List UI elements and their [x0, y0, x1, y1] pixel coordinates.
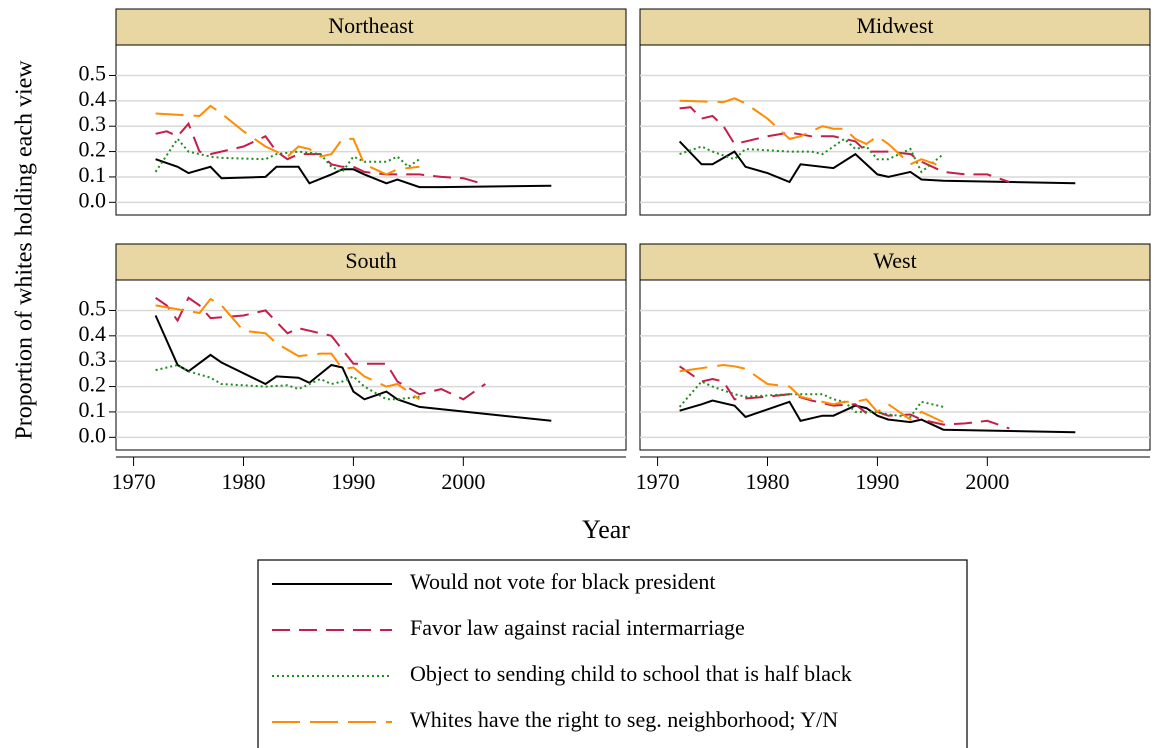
y-tick-label: 0.2 — [79, 372, 107, 397]
x-tick-label: 1990 — [331, 469, 375, 494]
series-line — [679, 365, 1010, 430]
legend-label: Whites have the right to seg. neighborho… — [410, 707, 838, 732]
series-line — [679, 106, 1010, 183]
panel-title: West — [873, 248, 916, 273]
y-tick-label: 0.4 — [79, 321, 107, 346]
panel-title: Northeast — [328, 13, 414, 38]
y-tick-label: 0.3 — [79, 111, 107, 136]
legend-label: Favor law against racial intermarriage — [410, 615, 745, 640]
y-tick-label: 0.0 — [79, 422, 107, 447]
panel-title: Midwest — [857, 13, 934, 38]
x-axis-label: Year — [582, 515, 630, 544]
x-tick-label: 1970 — [636, 469, 680, 494]
x-tick-label: 1990 — [855, 469, 899, 494]
strip — [115, 8, 627, 46]
y-tick-label: 0.0 — [79, 187, 107, 212]
y-tick-label: 0.4 — [79, 86, 107, 111]
series-line — [155, 121, 486, 186]
series-line — [155, 296, 486, 401]
panel — [639, 279, 1151, 451]
legend — [257, 559, 968, 748]
y-tick-label: 0.1 — [79, 162, 107, 187]
y-tick-label: 0.3 — [79, 346, 107, 371]
y-tick-label: 0.5 — [79, 295, 107, 320]
panel-title: South — [345, 248, 396, 273]
series-line — [154, 315, 552, 422]
series-line — [155, 363, 420, 401]
y-tick-label: 0.5 — [79, 60, 107, 85]
y-axis-label: Proportion of whites holding each view — [12, 60, 38, 440]
x-tick-label: 1980 — [746, 469, 790, 494]
x-tick-label: 2000 — [965, 469, 1009, 494]
strip — [639, 243, 1151, 281]
legend-label: Object to sending child to school that i… — [410, 661, 852, 686]
y-tick-label: 0.1 — [79, 397, 107, 422]
panel — [639, 44, 1151, 216]
strip — [639, 8, 1151, 46]
series-line — [155, 158, 552, 189]
panel — [115, 44, 627, 216]
series-line — [155, 104, 420, 176]
series-line — [678, 140, 1076, 185]
y-tick-label: 0.2 — [79, 137, 107, 162]
series-line — [679, 363, 944, 424]
series-line — [679, 399, 1076, 434]
series-line — [679, 97, 944, 168]
x-tick-label: 2000 — [441, 469, 485, 494]
x-tick-label: 1970 — [112, 469, 156, 494]
x-tick-label: 1980 — [222, 469, 266, 494]
series-line — [154, 137, 420, 174]
legend-label: Would not vote for black president — [410, 569, 716, 594]
series-line — [678, 380, 944, 419]
series-line — [679, 137, 945, 174]
panel — [115, 279, 627, 451]
